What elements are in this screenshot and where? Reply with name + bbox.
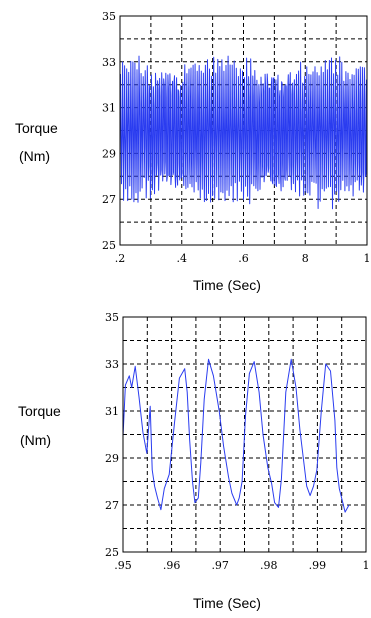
bottom-ylabel-line2: (Nm) (20, 432, 51, 448)
bottom-torque-plot: Torque (Nm) Time (Sec) 25 27 29 31 33 35 .95 .9… (18, 311, 370, 611)
bottom-ytick-label-4: 33 (105, 358, 119, 371)
top-torque-plot: Torque (Nm) Time (Sec) 25 27 29 31 33 35 .2 .4.… (15, 10, 371, 293)
bottom-xtick-label-3: .98 (260, 559, 278, 572)
top-ytick-label-3: 31 (102, 102, 116, 115)
bottom-ytick-label-0: 25 (105, 546, 119, 559)
bottom-ytick-label-3: 31 (105, 405, 119, 418)
bottom-xtick-label-1: .96 (163, 559, 181, 572)
bottom-ytick-label-5: 35 (105, 311, 119, 324)
bottom-xtick-label-5: 1 (363, 559, 370, 572)
top-ytick-label-4: 33 (102, 56, 116, 69)
bottom-ylabel-line1: Torque (18, 403, 61, 419)
top-xtick-label-3: 8 (302, 252, 309, 265)
top-ytick-label-1: 27 (102, 193, 116, 206)
top-ytick-label-0: 25 (102, 239, 116, 252)
bottom-torque-series (122, 358, 350, 513)
bottom-xlabel: Time (Sec) (193, 595, 261, 611)
top-xtick-label-4: 1 (364, 252, 371, 265)
bottom-plot-frame (122, 316, 367, 553)
bottom-xtick-label-4: .99 (309, 559, 327, 572)
bottom-xtick-label-2: .97 (211, 559, 229, 572)
top-ylabel-line2: (Nm) (19, 148, 50, 164)
top-xlabel: Time (Sec) (193, 277, 261, 293)
top-torque-series (119, 55, 368, 210)
top-ytick-label-5: 35 (102, 10, 116, 23)
top-xtick-label-2: .6 (238, 252, 249, 265)
top-plot-frame (119, 15, 368, 246)
bottom-ytick-label-1: 27 (105, 499, 119, 512)
top-ylabel-line1: Torque (15, 120, 58, 136)
top-xtick-label-0: .2 (115, 252, 126, 265)
bottom-xtick-label-0: .95 (114, 559, 132, 572)
bottom-ytick-label-2: 29 (105, 452, 119, 465)
top-xtick-label-1: .4 (177, 252, 188, 265)
top-ytick-label-2: 29 (102, 147, 116, 160)
